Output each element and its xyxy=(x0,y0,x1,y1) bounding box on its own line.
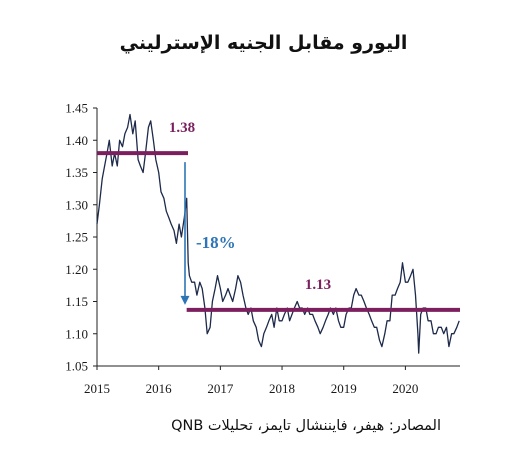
series-group xyxy=(96,113,460,354)
x-tick-label: 2019 xyxy=(331,381,357,396)
chart-title: اليورو مقابل الجنيه الإسترليني xyxy=(119,32,408,54)
x-tick-label: 2020 xyxy=(392,381,418,396)
annotations-group: -18% xyxy=(180,162,236,305)
series-line xyxy=(96,113,460,354)
source-note: المصادر: هيفر، فايننشال تايمز، تحليلات Q… xyxy=(171,418,441,434)
y-tick-label: 1.05 xyxy=(65,359,88,374)
change-arrow-head xyxy=(180,295,190,305)
x-tick-label: 2017 xyxy=(207,381,234,396)
reference-line-label: 1.13 xyxy=(305,277,331,293)
reference-line-label: 1.38 xyxy=(169,120,195,136)
y-tick-label: 1.10 xyxy=(65,326,88,341)
x-tick-label: 2016 xyxy=(146,381,173,396)
x-axis-group: 2015 2016 2017 2018 2019 2020 xyxy=(84,365,460,396)
y-tick-label: 1.35 xyxy=(65,165,88,180)
reference-lines-group: 1.38 1.13 xyxy=(97,120,460,312)
y-tick-label: 1.20 xyxy=(65,262,88,277)
x-tick-label: 2015 xyxy=(84,381,110,396)
y-axis-group: 1.05 1.10 1.15 1.20 1.25 1.30 1.35 1.40 1.45 xyxy=(65,101,98,374)
y-tick-label: 1.25 xyxy=(65,230,88,245)
change-percent-label: -18% xyxy=(196,233,236,252)
y-tick-label: 1.15 xyxy=(65,294,88,309)
y-tick-label: 1.40 xyxy=(65,133,88,148)
x-tick-label: 2018 xyxy=(269,381,295,396)
y-tick-label: 1.45 xyxy=(65,101,88,116)
y-tick-label: 1.30 xyxy=(65,197,88,212)
